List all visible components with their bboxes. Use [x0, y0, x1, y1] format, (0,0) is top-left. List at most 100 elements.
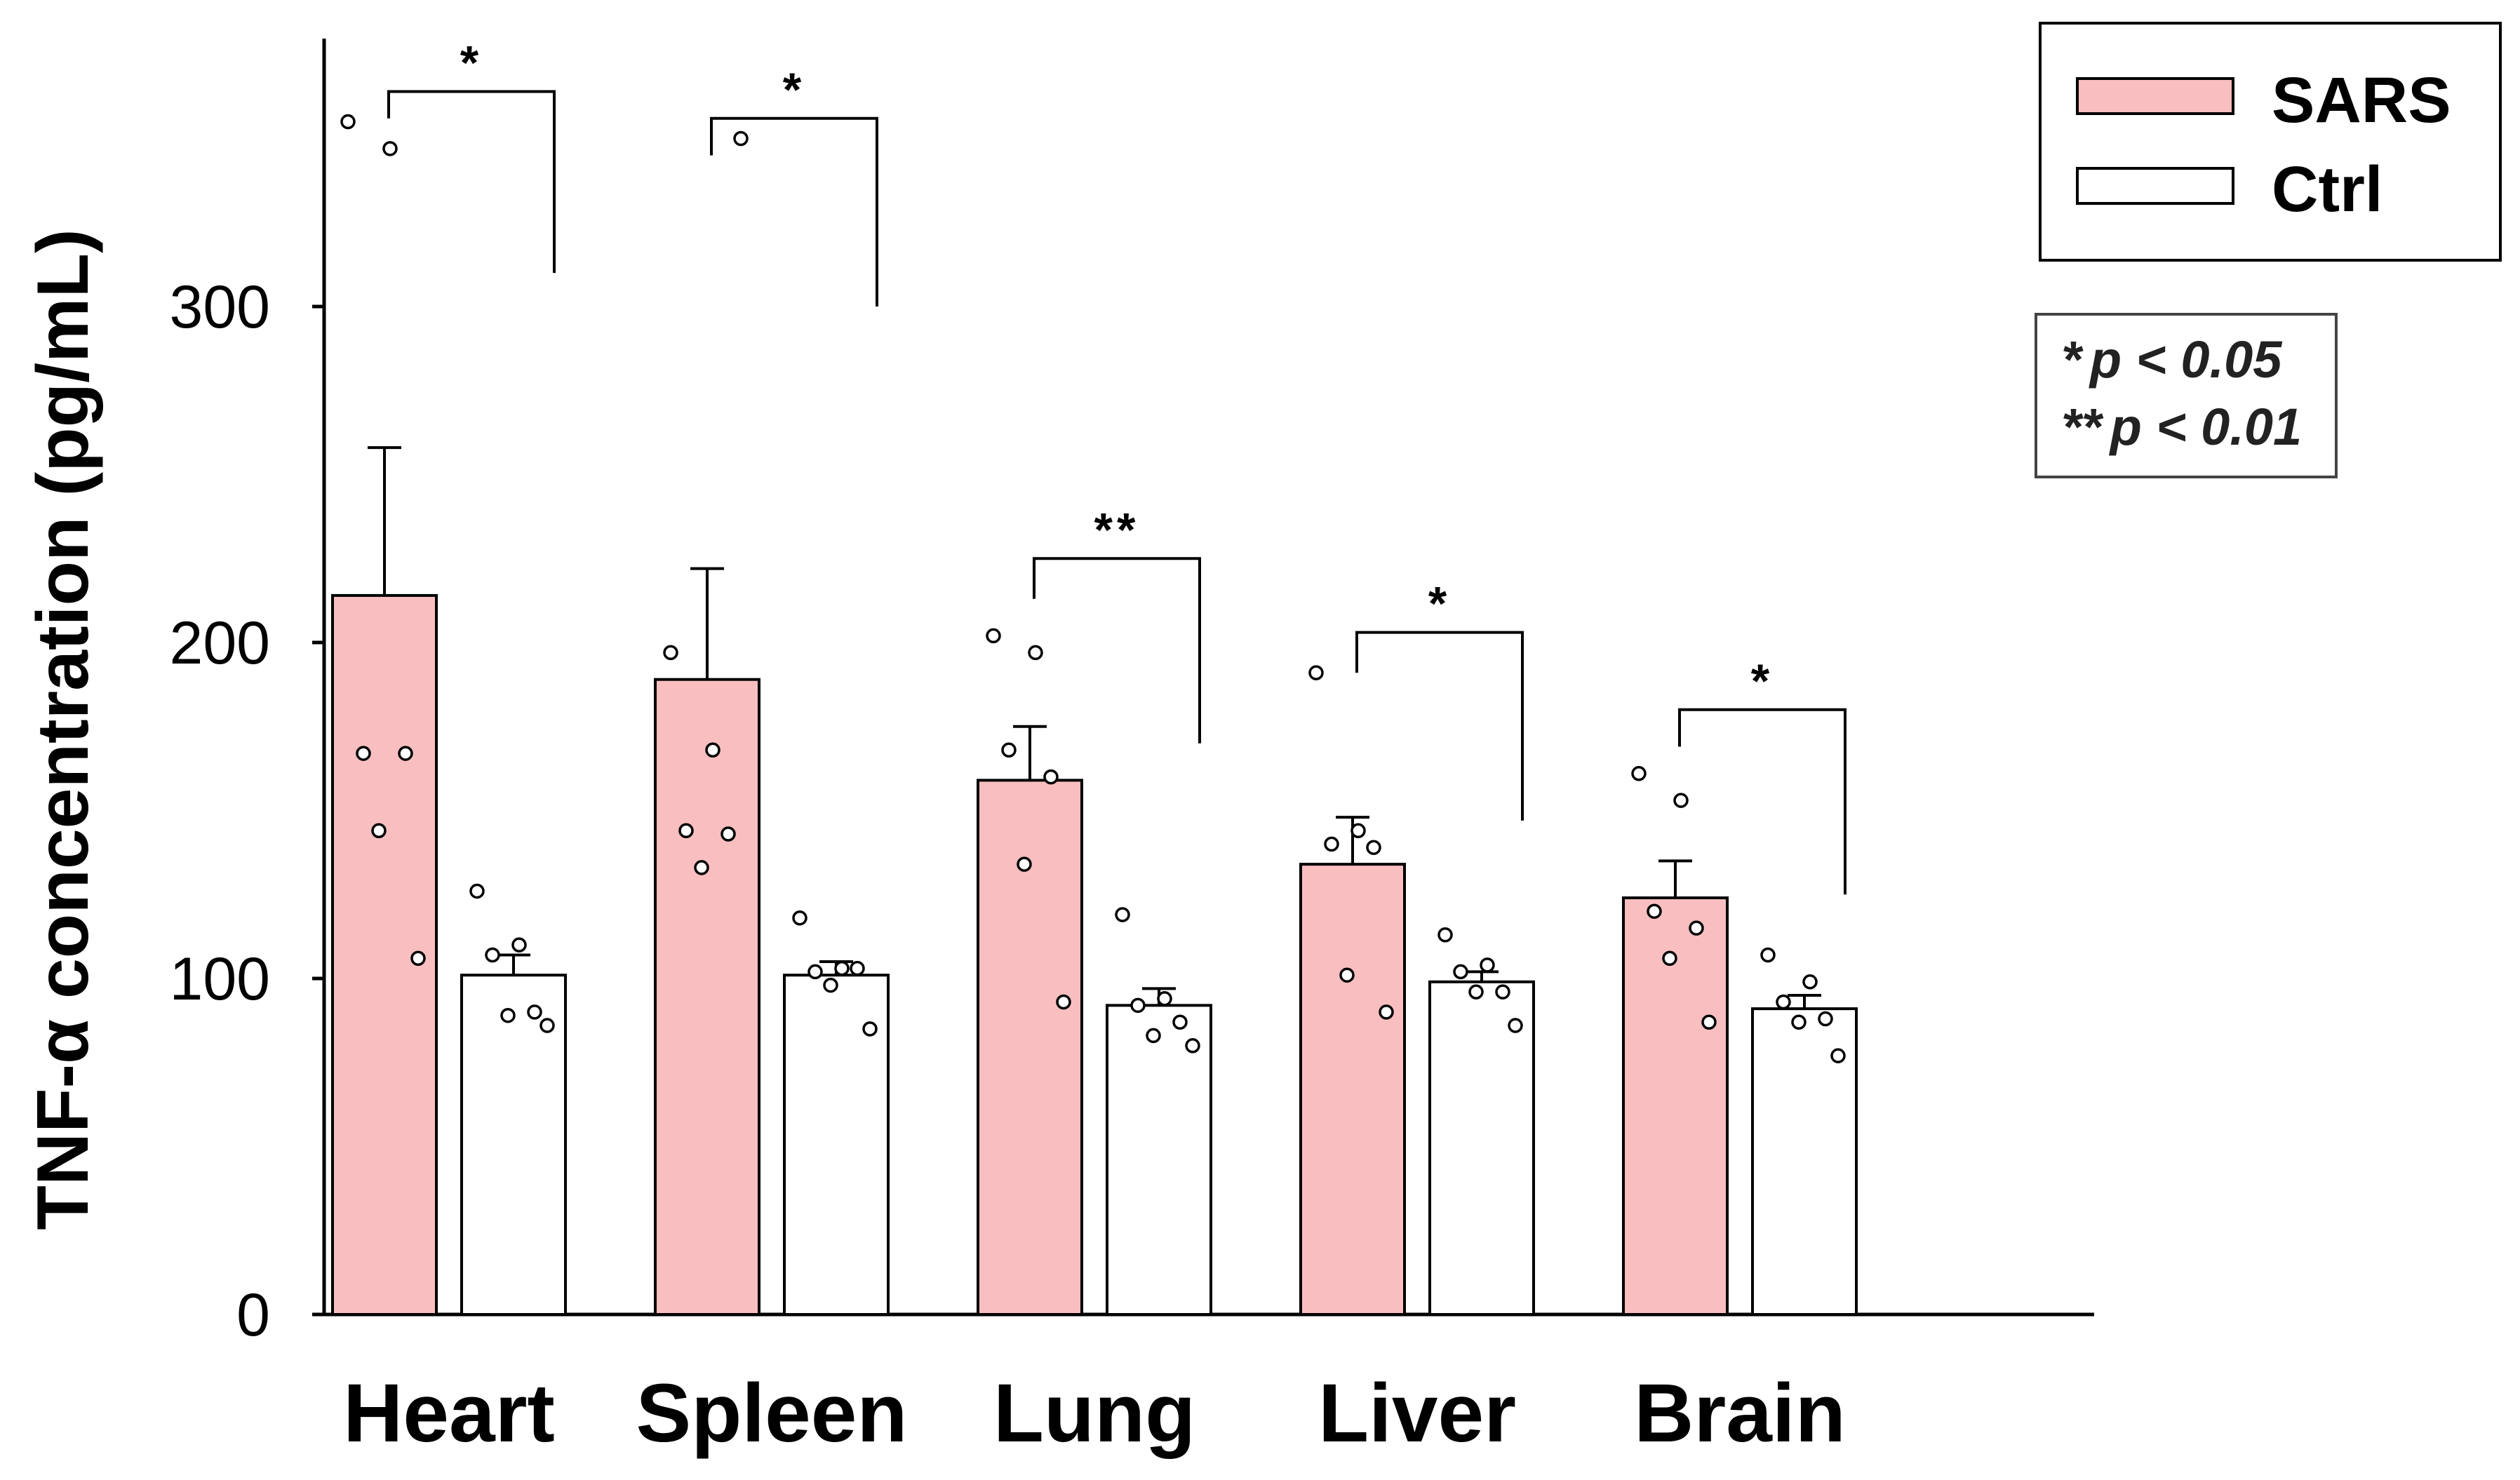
- point-ctrl-lung-3: [1130, 997, 1146, 1014]
- point-sars-heart-4: [398, 746, 413, 761]
- significance-bracket-spleen: [710, 116, 878, 307]
- point-ctrl-spleen-4: [850, 960, 865, 976]
- point-sars-brain-3: [1647, 903, 1662, 919]
- point-sars-lung-5: [1017, 856, 1032, 872]
- category-label-lung: Lung: [993, 1367, 1195, 1460]
- category-labels: Heart Spleen Lung Liver Brain: [343, 1367, 1846, 1460]
- data-points: [340, 114, 1846, 1063]
- category-label-spleen: Spleen: [636, 1367, 908, 1460]
- point-sars-lung-1: [986, 628, 1001, 644]
- p-value-line-2: ** p < 0.01: [2061, 398, 2302, 456]
- point-ctrl-spleen-6: [862, 1021, 878, 1037]
- bar-ctrl-liver: [1428, 980, 1535, 1317]
- point-sars-brain-4: [1689, 920, 1704, 936]
- significance-bracket-liver: [1355, 631, 1524, 821]
- significance-label-spleen: *: [783, 63, 805, 116]
- point-ctrl-liver-4: [1495, 984, 1510, 1000]
- point-ctrl-liver-3: [1453, 964, 1468, 980]
- significance-bracket-lung: [1033, 557, 1201, 744]
- point-ctrl-liver-5: [1468, 984, 1484, 1000]
- point-ctrl-brain-4: [1818, 1011, 1833, 1027]
- point-sars-liver-3: [1324, 836, 1339, 852]
- point-sars-brain-5: [1662, 950, 1677, 967]
- p-value-box: [2035, 313, 2338, 478]
- significance-label-lung: **: [1094, 503, 1140, 556]
- point-sars-lung-3: [1001, 742, 1017, 758]
- point-ctrl-lung-5: [1146, 1028, 1161, 1044]
- point-sars-liver-1: [1308, 665, 1324, 680]
- point-ctrl-spleen-1: [792, 910, 807, 926]
- point-ctrl-lung-4: [1172, 1014, 1188, 1030]
- p-value-line-1: * p < 0.05: [2061, 330, 2283, 389]
- point-sars-spleen-2: [705, 742, 721, 758]
- point-sars-spleen-5: [694, 860, 709, 875]
- bar-sars-spleen: [654, 678, 760, 1316]
- p-value-text-1: p < 0.05: [2089, 330, 2283, 389]
- point-sars-heart-6: [410, 950, 426, 967]
- legend-swatch-ctrl: [2076, 167, 2234, 205]
- point-ctrl-brain-6: [1830, 1048, 1846, 1063]
- category-label-brain: Brain: [1634, 1367, 1846, 1460]
- p-value-text-2: p < 0.01: [2109, 398, 2303, 456]
- point-ctrl-heart-5: [500, 1007, 516, 1023]
- y-tick-label-100: 100: [170, 946, 271, 1013]
- point-sars-heart-2: [382, 141, 398, 156]
- point-ctrl-brain-1: [1760, 947, 1776, 963]
- point-ctrl-liver-1: [1437, 927, 1453, 943]
- significance-bracket-heart: [387, 90, 556, 274]
- point-sars-liver-5: [1339, 967, 1355, 983]
- significance-label-brain: *: [1751, 654, 1774, 708]
- bar-sars-liver: [1299, 863, 1406, 1316]
- point-sars-spleen-1: [663, 645, 678, 661]
- point-ctrl-brain-3: [1776, 994, 1791, 1010]
- point-ctrl-lung-1: [1115, 907, 1130, 922]
- significance-label-liver: *: [1428, 577, 1451, 631]
- point-ctrl-spleen-2: [834, 960, 850, 976]
- legend-label-ctrl: Ctrl: [2272, 154, 2382, 225]
- y-axis-label: TNF-α concentration (pg/mL): [22, 229, 104, 1230]
- point-ctrl-liver-6: [1508, 1018, 1523, 1033]
- point-sars-heart-5: [371, 823, 387, 838]
- p-value-stars-1: *: [2061, 330, 2084, 389]
- point-sars-liver-4: [1366, 840, 1381, 855]
- category-label-heart: Heart: [343, 1367, 555, 1460]
- point-sars-heart-3: [356, 746, 371, 761]
- point-ctrl-heart-6: [539, 1018, 555, 1033]
- p-value-stars-2: **: [2061, 398, 2104, 456]
- point-ctrl-heart-3: [485, 947, 500, 963]
- significance-label-heart: *: [460, 36, 483, 89]
- category-label-liver: Liver: [1318, 1367, 1516, 1460]
- y-ticks: 0 100 200 300: [170, 274, 324, 1349]
- point-ctrl-brain-5: [1791, 1014, 1807, 1030]
- bar-ctrl-lung: [1106, 1004, 1212, 1316]
- point-sars-brain-2: [1673, 793, 1689, 808]
- point-sars-lung-4: [1043, 769, 1059, 785]
- legend-swatch-sars: [2076, 77, 2234, 115]
- point-ctrl-liver-2: [1480, 957, 1495, 973]
- point-sars-lung-6: [1056, 994, 1071, 1010]
- point-sars-lung-2: [1028, 645, 1043, 661]
- y-tick-label-200: 200: [170, 610, 271, 677]
- legend-label-sars: SARS: [2272, 65, 2451, 136]
- point-sars-spleen-6: [733, 130, 749, 147]
- point-sars-spleen-4: [721, 826, 736, 842]
- point-sars-liver-6: [1379, 1004, 1394, 1020]
- point-ctrl-spleen-3: [807, 964, 823, 980]
- point-sars-liver-2: [1351, 823, 1366, 838]
- legend: SARS Ctrl: [2039, 22, 2502, 262]
- point-ctrl-heart-1: [469, 883, 485, 899]
- point-sars-heart-1: [340, 114, 356, 130]
- point-sars-brain-1: [1631, 766, 1647, 781]
- point-sars-spleen-3: [678, 823, 694, 838]
- y-tick-label-300: 300: [170, 274, 271, 341]
- legend-box: [2039, 22, 2502, 262]
- bars: [331, 593, 1858, 1317]
- significance-bracket-brain: [1678, 708, 1847, 895]
- point-ctrl-heart-4: [527, 1004, 542, 1020]
- point-ctrl-lung-2: [1157, 990, 1172, 1007]
- y-tick-label-0: 0: [236, 1281, 270, 1349]
- significance-brackets: ******: [387, 36, 1847, 895]
- point-ctrl-lung-6: [1185, 1038, 1200, 1054]
- point-sars-brain-6: [1701, 1014, 1717, 1030]
